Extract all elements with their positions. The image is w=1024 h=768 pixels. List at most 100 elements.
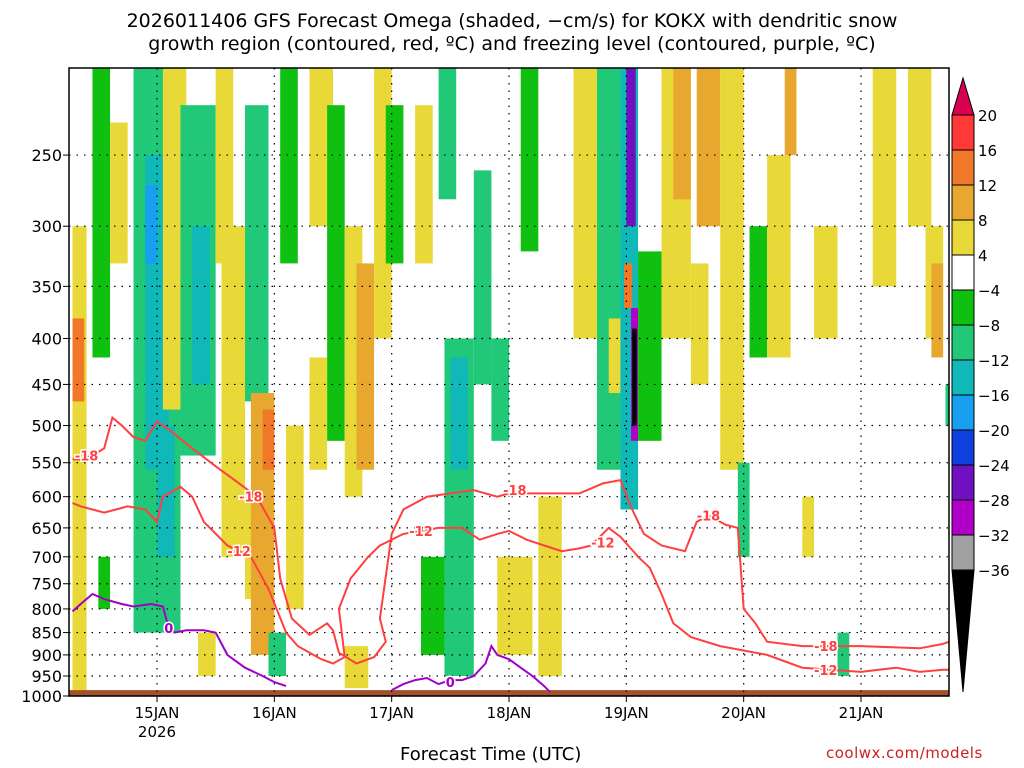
y-tick-label: 1000 xyxy=(21,687,62,706)
y-tick-label: 900 xyxy=(31,646,62,665)
colorbar-label: −8 xyxy=(978,317,1000,335)
omega-cell xyxy=(626,68,636,227)
y-tick-label: 800 xyxy=(31,600,62,619)
omega-cell xyxy=(157,425,175,557)
y-tick-label: 650 xyxy=(31,519,62,538)
omega-cell xyxy=(784,68,797,156)
contour-line xyxy=(391,643,551,693)
colorbar-swatch xyxy=(951,359,975,396)
omega-cell xyxy=(473,170,492,385)
omega-cell xyxy=(98,556,111,609)
colorbar-swatch xyxy=(951,289,975,326)
contour-label: -18 xyxy=(75,450,99,465)
omega-cell xyxy=(673,68,691,200)
colorbar-label: −4 xyxy=(978,282,1000,300)
colorbar-swatch xyxy=(951,184,975,221)
contour-label: -12 xyxy=(814,664,838,679)
omega-cell xyxy=(344,646,369,689)
contour-label: 0 xyxy=(446,676,455,691)
omega-cell xyxy=(262,409,275,470)
x-tick-label: 15JAN xyxy=(135,704,180,722)
colorbar-swatch xyxy=(951,394,975,431)
colorbar-label: −20 xyxy=(978,422,1010,440)
colorbar-label: 12 xyxy=(978,177,997,195)
omega-cell xyxy=(327,105,345,441)
x-tick-label: 16JAN xyxy=(252,704,297,722)
omega-cell xyxy=(814,226,838,339)
omega-cell xyxy=(92,68,111,358)
omega-cell xyxy=(767,155,791,358)
y-tick-label: 950 xyxy=(31,667,62,686)
contour-label: -12 xyxy=(409,525,433,540)
colorbar-label: −12 xyxy=(978,352,1010,370)
chart-title-line-1: 2026011406 GFS Forecast Omega (shaded, −… xyxy=(126,10,898,32)
x-tick-year-label: 2026 xyxy=(138,723,176,741)
contour-label: -18 xyxy=(503,484,527,499)
omega-cell xyxy=(907,68,932,227)
omega-cell xyxy=(573,68,597,339)
omega-cell xyxy=(931,263,944,358)
colorbar-swatch xyxy=(951,534,975,571)
omega-cell xyxy=(538,496,562,676)
contour-line xyxy=(72,415,950,665)
colorbar-label: 8 xyxy=(978,212,988,230)
y-tick-label: 400 xyxy=(31,329,62,348)
colorbar-swatch xyxy=(951,254,975,291)
colorbar-swatch xyxy=(951,114,975,151)
contour-line xyxy=(71,592,287,688)
colorbar-bottom-arrow xyxy=(951,569,975,693)
omega-cell xyxy=(145,185,157,264)
colorbar-label: −36 xyxy=(978,562,1010,580)
omega-cell xyxy=(280,68,298,264)
y-tick-label: 300 xyxy=(31,217,62,236)
y-tick-label: 700 xyxy=(31,548,62,567)
omega-cell xyxy=(737,462,750,557)
omega-cell xyxy=(286,425,304,609)
omega-cell xyxy=(945,384,949,426)
colorbar-label: 16 xyxy=(978,142,997,160)
omega-cell xyxy=(415,105,433,264)
source-credit: coolwx.com/models xyxy=(826,744,983,762)
omega-cell xyxy=(268,632,287,676)
omega-cell xyxy=(450,357,468,470)
colorbar-label: 4 xyxy=(978,247,988,265)
colorbar-swatch xyxy=(951,429,975,466)
x-tick-label: 21JAN xyxy=(839,704,884,722)
y-tick-label: 250 xyxy=(31,146,62,165)
omega-cell xyxy=(192,226,210,385)
ground-terrain xyxy=(69,690,949,696)
contour-label: -12 xyxy=(227,545,251,560)
contour-label: 0 xyxy=(164,622,173,637)
y-tick-label: 450 xyxy=(31,375,62,394)
omega-cell xyxy=(837,632,850,676)
x-tick-label: 17JAN xyxy=(369,704,414,722)
y-tick-label: 600 xyxy=(31,488,62,507)
x-axis-label: Forecast Time (UTC) xyxy=(400,744,582,765)
omega-cell xyxy=(356,263,375,470)
x-tick-label: 19JAN xyxy=(604,704,649,722)
contour-label: -18 xyxy=(814,640,838,655)
chart-title-line-2: growth region (contoured, red, ºC) and f… xyxy=(148,33,876,55)
contour-label: -12 xyxy=(591,537,615,552)
omega-cell xyxy=(690,263,709,385)
omega-cell xyxy=(623,263,633,309)
omega-cell xyxy=(520,68,539,252)
colorbar-swatch xyxy=(951,149,975,186)
omega-cell xyxy=(597,68,621,470)
colorbar-label: −28 xyxy=(978,492,1010,510)
omega-cell xyxy=(872,68,897,287)
x-tick-label: 20JAN xyxy=(721,704,766,722)
colorbar-label: 20 xyxy=(978,107,997,125)
y-tick-label: 500 xyxy=(31,417,62,436)
y-tick-label: 750 xyxy=(31,575,62,594)
omega-cell xyxy=(421,556,445,655)
omega-cell xyxy=(385,105,404,264)
omega-cell xyxy=(72,318,85,402)
colorbar-label: −16 xyxy=(978,387,1010,405)
omega-cell xyxy=(245,105,269,402)
omega-cell xyxy=(608,318,621,393)
omega-cell xyxy=(802,496,815,557)
omega-cell xyxy=(221,226,245,557)
omega-cell xyxy=(632,328,637,426)
